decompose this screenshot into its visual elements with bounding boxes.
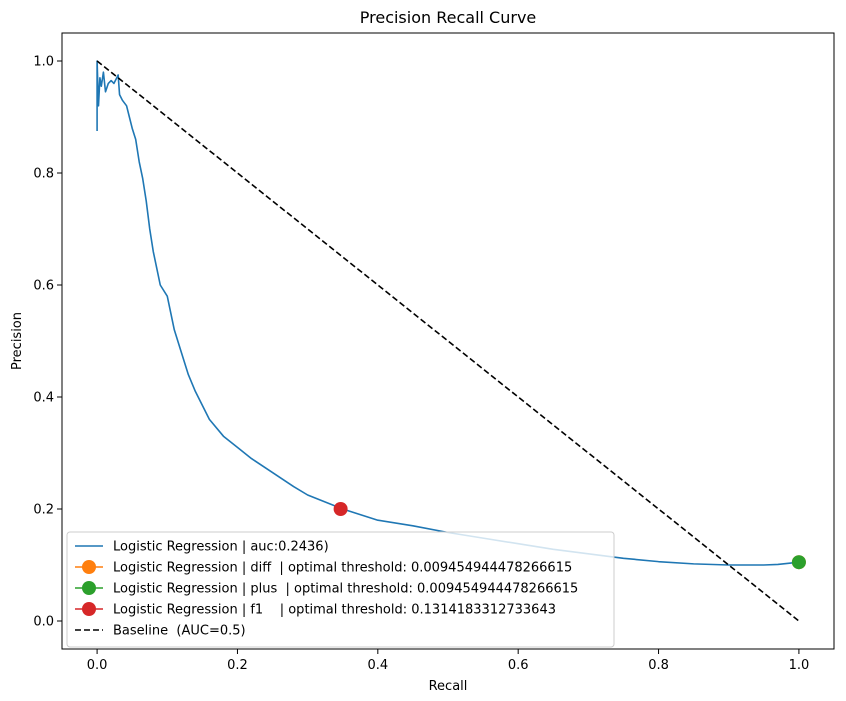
legend-handle-marker (82, 581, 96, 595)
x-tick-label: 0.0 (87, 658, 108, 673)
y-tick-label: 0.4 (33, 391, 54, 406)
legend-entry-label: Logistic Regression | auc:0.2436) (113, 540, 329, 555)
y-tick-label: 0.8 (33, 167, 54, 182)
legend-entry-label: Logistic Regression | plus | optimal thr… (113, 582, 578, 597)
x-tick-label: 0.4 (367, 658, 388, 673)
series-line-pr-curve (96, 60, 799, 566)
y-tick-label: 0.0 (33, 615, 54, 630)
y-tick-label: 0.2 (33, 503, 54, 518)
optimal-threshold-marker-3 (333, 502, 348, 516)
x-tick-label: 0.2 (227, 658, 248, 673)
optimal-threshold-marker-2 (791, 555, 806, 570)
x-tick-label: 1.0 (789, 658, 810, 673)
legend: Logistic Regression | auc:0.2436) Logisti… (66, 531, 615, 648)
y-tick-label: 0.6 (33, 279, 54, 294)
legend-handle-marker (82, 602, 96, 616)
x-tick-label: 0.8 (648, 658, 669, 673)
legend-entry-label: Logistic Regression | f1 | optimal thres… (113, 603, 556, 618)
plot-frame (61, 32, 835, 650)
legend-box (66, 531, 615, 648)
chart-title: Precision Recall Curve (360, 8, 537, 27)
x-tick-label: 0.6 (508, 658, 529, 673)
legend-handle-marker (82, 560, 96, 574)
x-axis-label: Recall (429, 679, 468, 694)
legend-entry-label: Logistic Regression | diff | optimal thr… (113, 561, 572, 576)
legend-entry-label: Baseline (AUC=0.5) (113, 624, 246, 639)
y-axis-ticks: 0.0 0.2 0.4 0.6 0.8 1.0 (33, 55, 62, 630)
y-tick-label: 1.0 (33, 55, 54, 70)
series-line-baseline (96, 60, 800, 622)
y-axis-label: Precision (10, 312, 25, 370)
x-axis-ticks: 0.0 0.2 0.4 0.6 0.8 1.0 (87, 649, 810, 673)
